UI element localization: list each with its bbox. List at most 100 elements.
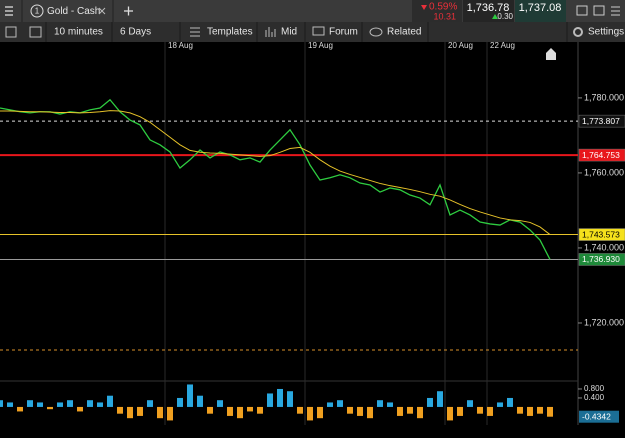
- oscillator-bar: [437, 391, 443, 407]
- osc-value-label: -0.4342: [582, 411, 611, 421]
- oscillator-bar: [237, 406, 243, 419]
- price-line: [0, 98, 551, 260]
- oscillator-bar: [167, 406, 173, 421]
- oscillator-bar: [117, 406, 123, 414]
- sell-price: 1,736.78: [467, 2, 510, 14]
- oscillator-bar: [477, 406, 483, 414]
- close-tab[interactable]: [98, 7, 106, 15]
- level-label: 1,773.807: [582, 116, 620, 126]
- oscillator-bar: [317, 406, 323, 419]
- oscillator-bar: [357, 406, 363, 416]
- oscillator-bar: [97, 402, 103, 407]
- oscillator-bar: [507, 397, 513, 407]
- oscillator-bar: [527, 406, 533, 416]
- oscillator-bar: [397, 406, 403, 416]
- tab-badge: [30, 4, 44, 18]
- level-label: 1,764.753: [582, 150, 620, 160]
- oscillator-bar: [107, 395, 113, 407]
- templates-button[interactable]: Templates: [207, 27, 253, 38]
- related-icon: [369, 27, 383, 37]
- buy-price: 1,737.08: [519, 2, 562, 14]
- oscillator-bar: [197, 395, 203, 407]
- level-label-box: [578, 253, 625, 266]
- oscillator-bar: [27, 400, 33, 407]
- level-label-box: [578, 148, 625, 162]
- y-tick-label: 1,760.000: [584, 167, 624, 177]
- date-label: 19 Aug: [308, 41, 333, 50]
- moving-average: [0, 110, 551, 235]
- menu-icon[interactable]: [5, 6, 13, 16]
- oscillator-bar: [307, 406, 313, 421]
- oscillator-bar: [267, 393, 273, 407]
- oscillator-bar: [177, 397, 183, 407]
- interval-button[interactable]: 10 minutes: [54, 27, 103, 38]
- layout-icon[interactable]: [29, 26, 42, 38]
- oscillator-bar: [447, 406, 453, 421]
- oscillator-bar: [207, 406, 213, 414]
- oscillator-bar: [247, 406, 253, 412]
- oscillator-bar: [517, 406, 523, 414]
- window-icons[interactable]: [576, 5, 620, 16]
- oscillator-bar: [427, 397, 433, 407]
- oscillator-bar: [77, 406, 83, 412]
- oscillator-bar: [377, 400, 383, 407]
- oscillator-bar: [0, 400, 3, 407]
- change-percent: 0.59%: [429, 2, 457, 13]
- oscillator-bar: [417, 406, 423, 419]
- oscillator-bar: [157, 406, 163, 419]
- oscillator-bar: [137, 406, 143, 416]
- level-label: 1,736.930: [582, 254, 620, 264]
- related-button[interactable]: Related: [387, 27, 421, 38]
- oscillator-bar: [87, 400, 93, 407]
- mid-icon: [265, 27, 276, 37]
- y-tick-label: 1,780.000: [584, 92, 624, 102]
- oscillator-bar: [367, 406, 373, 419]
- oscillator-bar: [497, 402, 503, 407]
- change-points: 10.31: [433, 11, 456, 21]
- oscillator-bar: [347, 406, 353, 414]
- date-label: 18 Aug: [168, 41, 193, 50]
- sell-box[interactable]: [463, 0, 514, 22]
- oscillator-bar: [287, 391, 293, 407]
- level-label-box: [578, 114, 625, 128]
- osc-value-box: [579, 410, 619, 423]
- y-tick-label: 1,720.000: [584, 317, 624, 327]
- oscillator-bar: [17, 406, 23, 412]
- buy-box[interactable]: [515, 0, 566, 22]
- oscillator-bar: [337, 400, 343, 407]
- add-tab[interactable]: [124, 6, 133, 16]
- oscillator-bar: [297, 406, 303, 414]
- date-label: 20 Aug: [448, 41, 473, 50]
- oscillator-bar: [537, 406, 543, 414]
- forum-icon: [312, 26, 325, 36]
- oscillator-bar: [487, 406, 493, 416]
- oscillator-bar: [127, 406, 133, 419]
- oscillator-bar: [57, 402, 63, 407]
- forum-button[interactable]: Forum: [329, 27, 358, 38]
- oscillator-bar: [327, 402, 333, 407]
- level-label-box: [578, 228, 625, 241]
- oscillator-bar: [407, 406, 413, 414]
- oscillator-bar: [67, 400, 73, 407]
- range-button[interactable]: 6 Days: [120, 27, 151, 38]
- price-type-button[interactable]: Mid: [281, 27, 297, 38]
- oscillator-bar: [227, 406, 233, 416]
- oscillator-bar: [547, 406, 553, 417]
- instrument-tab[interactable]: Gold - Cash: [47, 6, 100, 17]
- settings-icon: [573, 27, 583, 37]
- osc-tick-label: 0.800: [584, 384, 605, 393]
- panel-icon[interactable]: [5, 26, 17, 38]
- osc-tick-label: 0.400: [584, 393, 605, 402]
- level-label: 1,743.573: [582, 229, 620, 239]
- up-arrow: [492, 14, 498, 19]
- scroll-top-button[interactable]: [546, 48, 556, 60]
- oscillator-bar: [147, 400, 153, 407]
- date-label: 22 Aug: [490, 41, 515, 50]
- y-tick-label: 1,740.000: [584, 242, 624, 252]
- oscillator-bar: [7, 402, 13, 407]
- settings-button[interactable]: Settings: [588, 27, 624, 38]
- tab-number: 1: [35, 7, 40, 16]
- oscillator-bar: [257, 406, 263, 414]
